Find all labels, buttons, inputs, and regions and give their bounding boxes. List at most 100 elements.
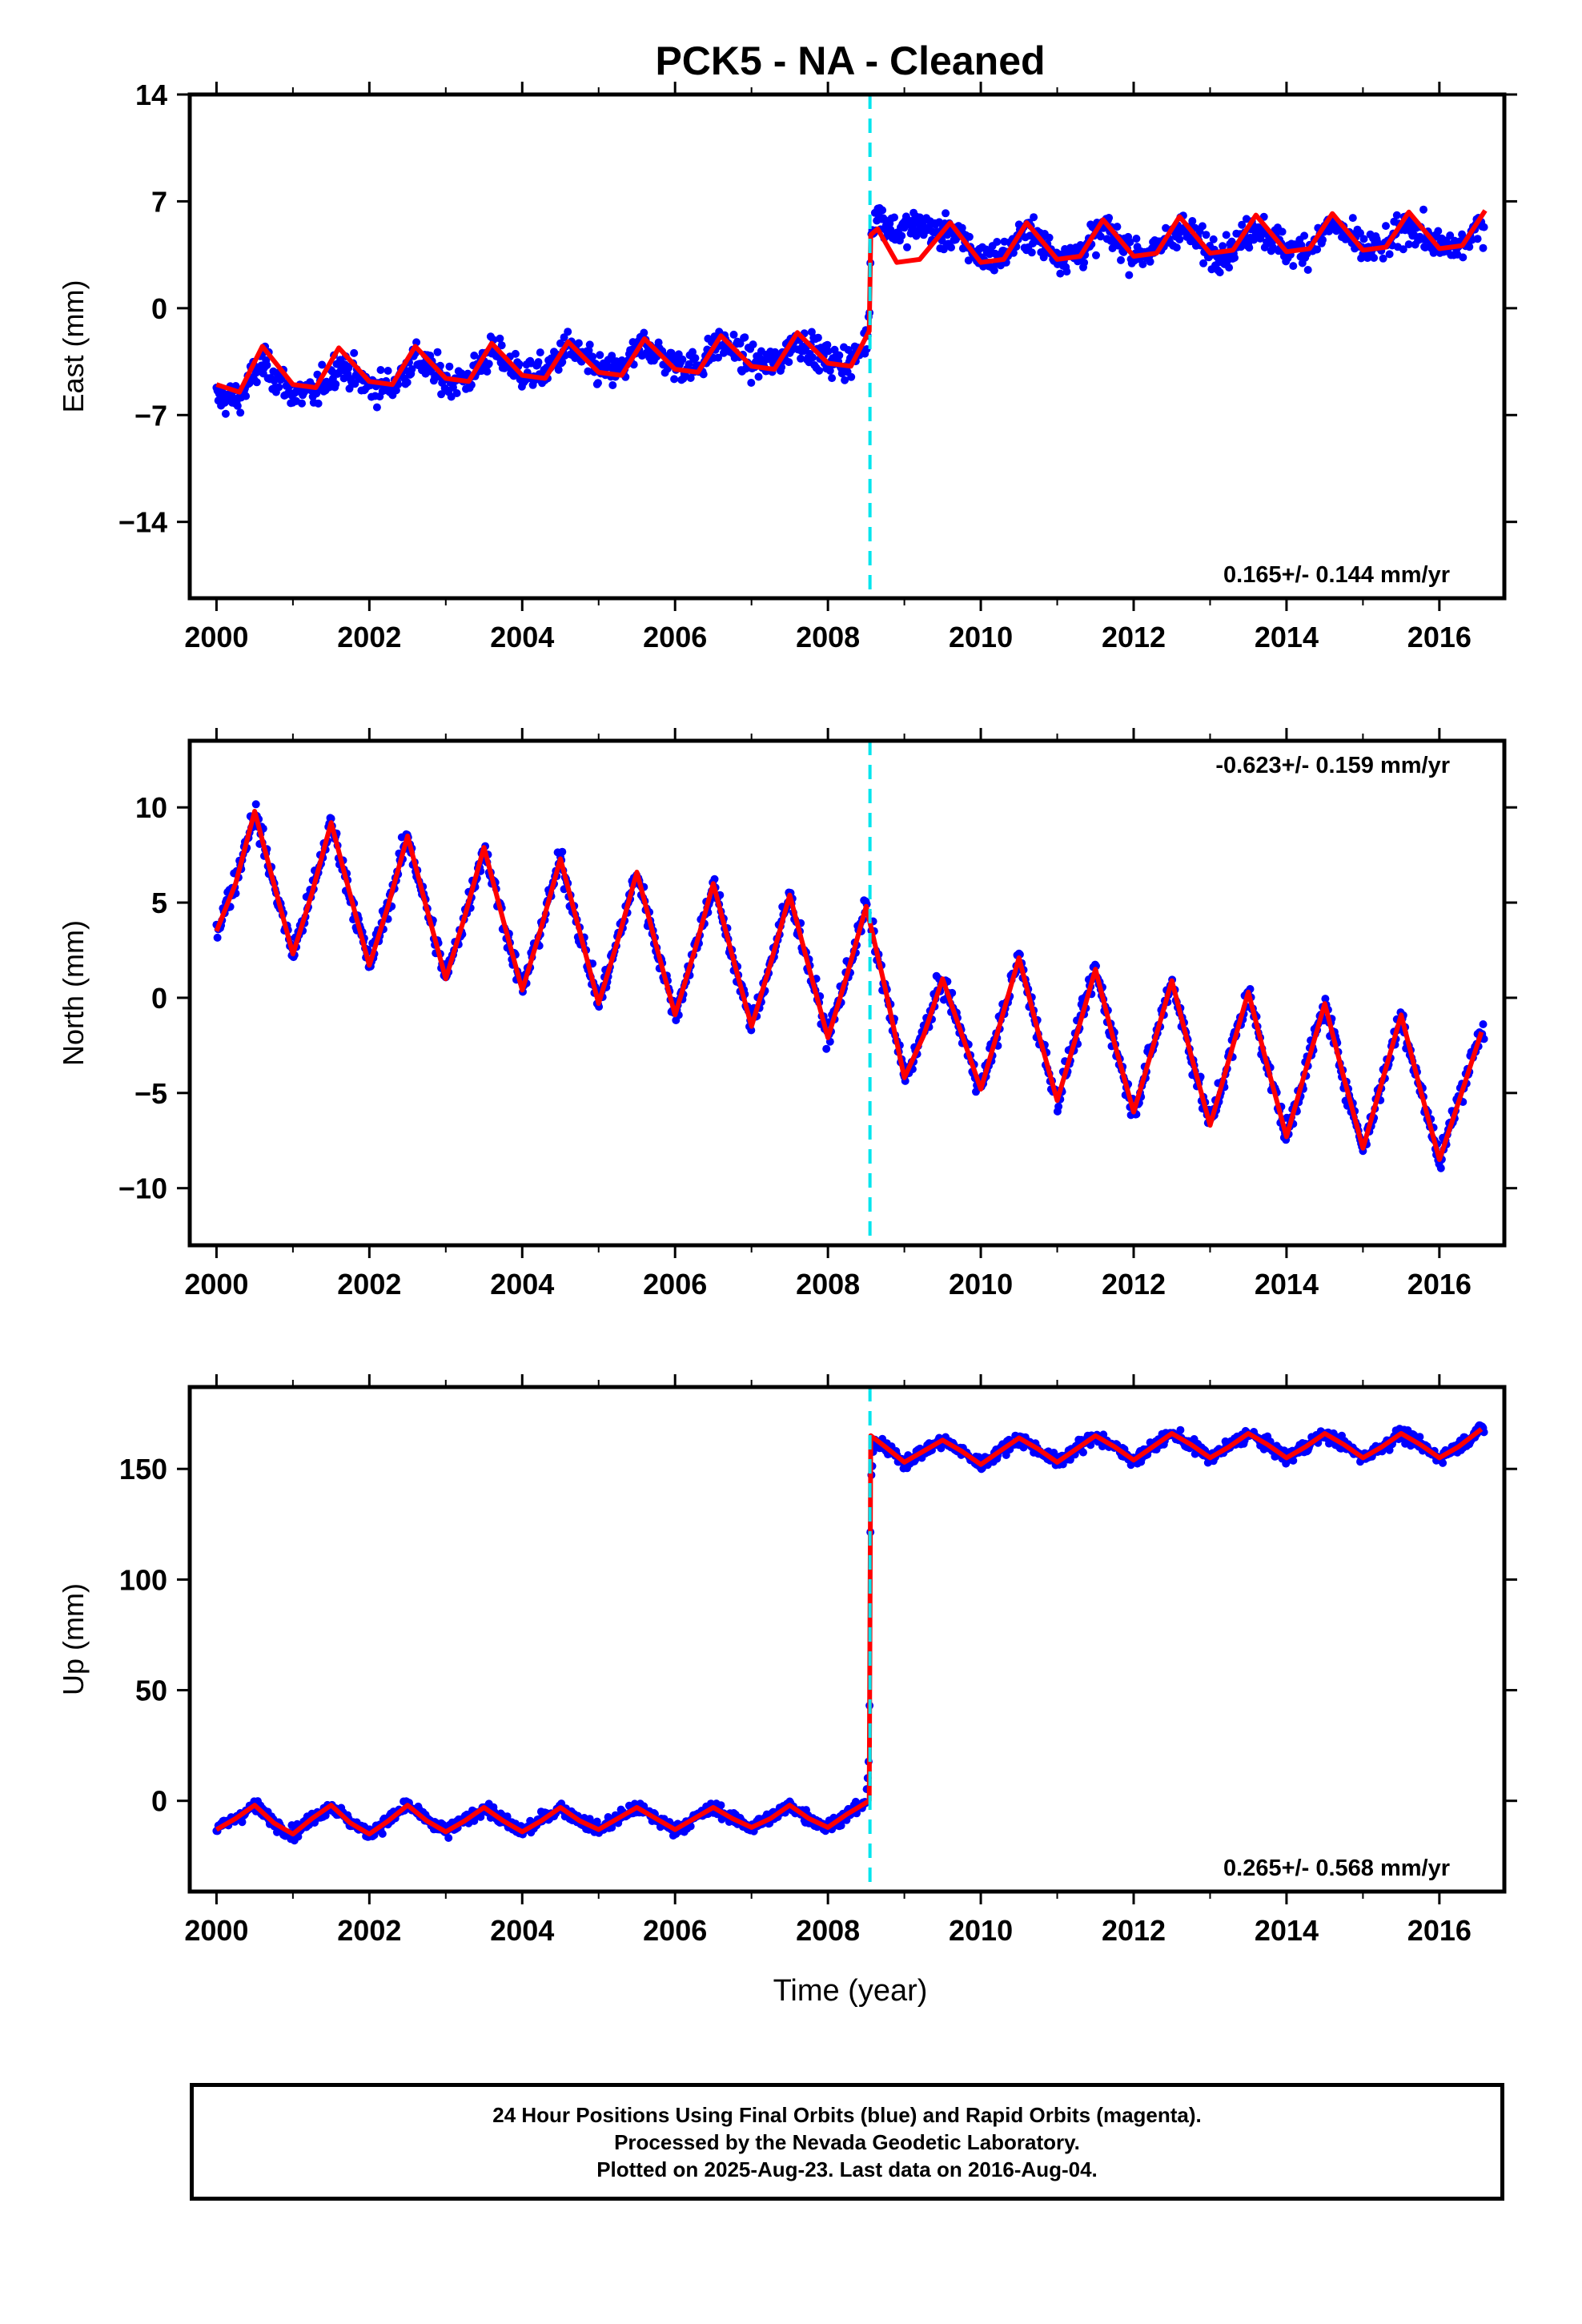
east-data-point	[596, 351, 604, 360]
east-data-points	[212, 203, 1488, 418]
east-data-point	[437, 390, 446, 399]
up-x-tick-label: 2004	[490, 1914, 554, 1947]
east-data-point	[558, 358, 567, 366]
east-data-point	[403, 378, 412, 387]
east-data-point	[1219, 242, 1227, 251]
east-y-tick-label: −14	[118, 506, 167, 539]
east-data-point	[1278, 227, 1287, 236]
north-y-tick-label: −10	[118, 1172, 167, 1205]
east-data-point	[1117, 255, 1125, 264]
east-data-point	[1215, 268, 1224, 277]
up-x-tick-label: 2012	[1102, 1914, 1166, 1947]
east-data-point	[350, 348, 359, 357]
east-data-point	[608, 352, 616, 360]
north-data-point	[213, 933, 222, 942]
north-x-tick-label: 2000	[184, 1268, 248, 1301]
up-x-tick-label: 2006	[643, 1914, 707, 1947]
north-data-point	[822, 1044, 831, 1053]
east-data-point	[1113, 223, 1122, 231]
up-model-line	[215, 1427, 1484, 1837]
east-data-point	[835, 351, 844, 360]
up-x-tick-label: 2016	[1407, 1914, 1472, 1947]
footer-line-3: Plotted on 2025-Aug-23. Last data on 201…	[596, 2157, 1098, 2181]
north-x-tick-label: 2004	[490, 1268, 554, 1301]
east-data-point	[1202, 231, 1211, 239]
up-data-point	[1176, 1425, 1185, 1434]
east-data-point	[691, 354, 700, 363]
north-x-tick-label: 2014	[1255, 1268, 1319, 1301]
north-x-tick-label: 2006	[643, 1268, 707, 1301]
east-data-point	[828, 374, 837, 383]
east-y-axis-label: East (mm)	[57, 280, 90, 413]
up-x-tick-label: 2008	[796, 1914, 860, 1947]
east-data-point	[1199, 259, 1208, 267]
east-data-point	[594, 379, 602, 388]
east-data-point	[714, 353, 722, 362]
east-data-point	[749, 340, 757, 349]
east-data-point	[1056, 269, 1065, 278]
east-data-point	[1370, 254, 1379, 262]
east-data-point	[813, 333, 822, 342]
east-data-point	[964, 256, 973, 265]
up-y-tick-label: 100	[119, 1563, 167, 1596]
north-data-point	[327, 814, 335, 823]
east-data-point	[1132, 235, 1141, 243]
east-data-point	[221, 409, 230, 418]
north-y-tick-label: 0	[151, 982, 167, 1015]
east-data-point	[890, 213, 898, 222]
east-data-point	[376, 366, 385, 374]
up-panel: 0 50 100 150 2000 2002 2004 2006 2008 2010 2012 201…	[57, 1374, 1517, 1947]
east-data-point	[1392, 211, 1401, 219]
up-data-point	[378, 1829, 387, 1838]
north-data-point	[251, 800, 260, 809]
east-data-point	[1105, 214, 1114, 222]
up-plot-frame	[187, 1385, 1507, 1894]
east-data-point	[797, 354, 805, 363]
east-data-point	[1146, 257, 1154, 266]
east-data-point	[1289, 262, 1298, 271]
up-data-point	[1289, 1456, 1298, 1465]
east-y-tick-label: 7	[151, 185, 167, 218]
east-data-point	[1348, 214, 1357, 223]
east-data-point	[741, 333, 749, 342]
east-data-point	[1465, 243, 1474, 251]
north-x-tick-label: 2010	[949, 1268, 1013, 1301]
footer-info-box: 24 Hour Positions Using Final Orbits (bl…	[190, 2083, 1504, 2201]
east-data-point	[574, 339, 583, 348]
east-data-point	[233, 401, 242, 410]
east-data-point	[689, 348, 697, 356]
east-data-point	[1030, 213, 1038, 222]
east-x-tick-label: 2008	[796, 621, 860, 653]
east-data-point	[263, 361, 271, 369]
up-y-axis-label: Up (mm)	[57, 1583, 90, 1695]
east-data-point	[445, 362, 454, 371]
up-y-tick-label: 50	[135, 1675, 167, 1707]
east-data-point	[729, 330, 738, 339]
chart-title: PCK5 - NA - Cleaned	[655, 38, 1045, 83]
north-x-tick-label: 2016	[1407, 1268, 1472, 1301]
north-rate-label: -0.623+/- 0.159 mm/yr	[1215, 753, 1450, 778]
up-data-point	[1385, 1445, 1394, 1454]
east-data-point	[1027, 248, 1036, 257]
east-data-point	[496, 334, 504, 343]
east-data-point	[236, 408, 245, 417]
east-data-point	[847, 372, 856, 381]
north-y-tick-label: 10	[135, 791, 167, 824]
east-data-point	[1225, 263, 1234, 272]
east-data-point	[686, 374, 695, 382]
north-panel: −10 −5 0 5 10 2000 2002 2004 2006 2008 2010 2012 201…	[57, 728, 1517, 1301]
east-data-point	[1473, 235, 1482, 243]
east-x-tick-label: 2012	[1102, 621, 1166, 653]
up-x-tick-label: 2014	[1255, 1914, 1319, 1947]
east-data-point	[483, 368, 492, 376]
east-data-point	[1245, 243, 1254, 252]
east-x-tick-label: 2004	[490, 621, 554, 653]
east-data-point	[903, 243, 911, 251]
north-y-axis-label: North (mm)	[57, 920, 90, 1066]
footer-line-1: 24 Hour Positions Using Final Orbits (bl…	[492, 2102, 1202, 2127]
north-plot-frame	[187, 738, 1507, 1248]
east-x-tick-label: 2006	[643, 621, 707, 653]
north-model-line	[214, 809, 1484, 1162]
east-data-point	[312, 389, 321, 398]
